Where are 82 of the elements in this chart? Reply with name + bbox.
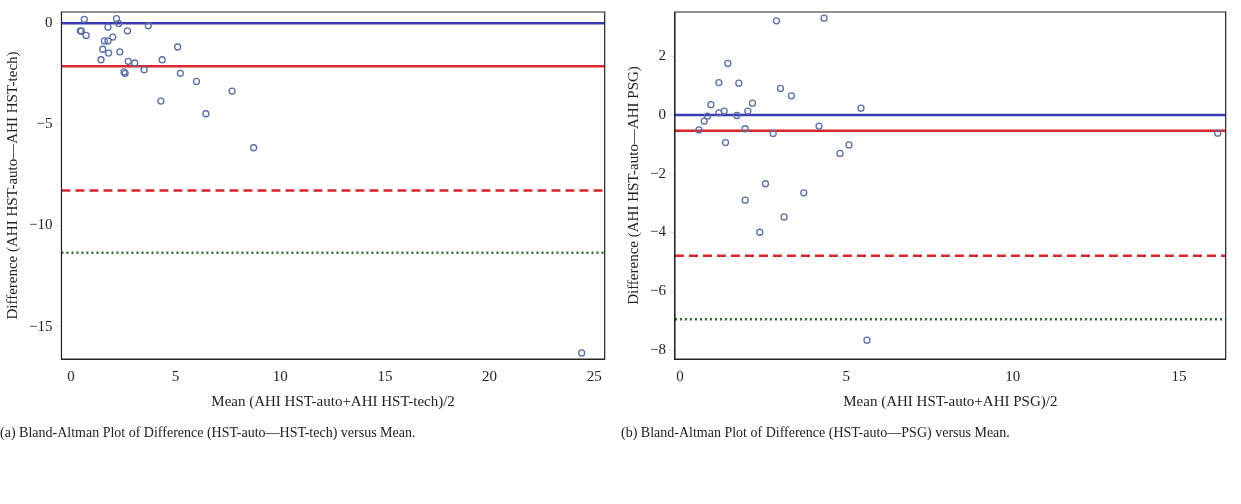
- point: [769, 129, 777, 138]
- point: [228, 87, 236, 95]
- point: [249, 144, 258, 152]
- point: [104, 23, 112, 31]
- point: [741, 196, 749, 204]
- y-tick-label: 2: [658, 47, 666, 64]
- y-tick-label: −2: [649, 164, 666, 181]
- point: [772, 17, 781, 25]
- x-tick-label: 5: [842, 367, 851, 384]
- point: [82, 31, 90, 40]
- x-tick-label: 15: [1171, 367, 1187, 384]
- point: [140, 66, 148, 74]
- y-tick-label: −4: [649, 223, 667, 240]
- point: [857, 104, 865, 112]
- point: [700, 117, 708, 125]
- y-tick-label: −6: [649, 282, 667, 299]
- point: [761, 180, 770, 188]
- x-tick-label: 20: [482, 367, 498, 384]
- point: [104, 49, 113, 57]
- point: [735, 79, 743, 87]
- y-axis-title: Difference (AHI HST-auto—AHI HST-tech): [3, 51, 21, 320]
- text: (a) Bland-Altman Plot of Difference (HST-auto—HST-tech) versus Mean.: [0, 424, 417, 442]
- y-tick-label: 0: [44, 14, 53, 31]
- point: [815, 122, 823, 130]
- point: [776, 84, 785, 93]
- point: [104, 37, 112, 45]
- point: [578, 349, 586, 357]
- point: [100, 37, 109, 45]
- point: [109, 33, 117, 41]
- text: (b) Bland-Altman Plot of Difference (HST-auto—PSG) versus Mean.: [621, 424, 1011, 442]
- point: [123, 27, 132, 35]
- point: [115, 19, 123, 28]
- point: [715, 109, 723, 117]
- point: [741, 125, 749, 133]
- point: [707, 100, 715, 109]
- point: [744, 107, 752, 115]
- point: [124, 57, 132, 66]
- point: [845, 141, 853, 149]
- point: [131, 59, 139, 67]
- x-tick-label: 0: [67, 367, 75, 384]
- point: [97, 56, 105, 64]
- x-tick-label: 15: [377, 367, 393, 384]
- point: [202, 110, 210, 118]
- point: [144, 22, 152, 30]
- point: [1214, 129, 1222, 137]
- point: [780, 213, 788, 221]
- point: [157, 97, 165, 105]
- y-axis-title: Difference (AHI HST-auto—AHI PSG): [624, 66, 642, 305]
- point: [721, 138, 730, 147]
- point: [173, 43, 182, 51]
- x-tick-label: 10: [272, 367, 288, 384]
- x-tick-label: 10: [1005, 367, 1021, 384]
- y-tick-label: −8: [649, 341, 666, 358]
- x-axis-title: Mean (AHI HST-auto+AHI PSG)/2: [843, 392, 1058, 410]
- x-axis-title: Mean (AHI HST-auto+AHI HST-tech)/2: [211, 392, 455, 410]
- point: [863, 336, 871, 344]
- y-tick-label: −10: [28, 216, 53, 233]
- point: [800, 189, 808, 197]
- y-tick-label: −15: [28, 317, 53, 334]
- point: [820, 14, 828, 22]
- point: [787, 92, 796, 100]
- point: [116, 48, 124, 56]
- point: [715, 78, 723, 87]
- point: [176, 69, 185, 77]
- y-tick-label: −5: [36, 115, 53, 132]
- x-tick-label: 0: [676, 367, 684, 384]
- point: [836, 149, 844, 158]
- point: [192, 77, 201, 86]
- x-tick-label: 5: [171, 367, 180, 384]
- y-tick-label: 0: [658, 105, 666, 122]
- point: [724, 59, 732, 68]
- point: [720, 107, 728, 115]
- point: [80, 15, 88, 23]
- point: [733, 111, 741, 120]
- point: [695, 126, 703, 134]
- point: [158, 56, 166, 64]
- point: [756, 228, 764, 236]
- point: [112, 15, 121, 23]
- point: [99, 45, 107, 53]
- x-tick-label: 25: [586, 367, 602, 384]
- point: [703, 112, 712, 120]
- point: [748, 99, 757, 107]
